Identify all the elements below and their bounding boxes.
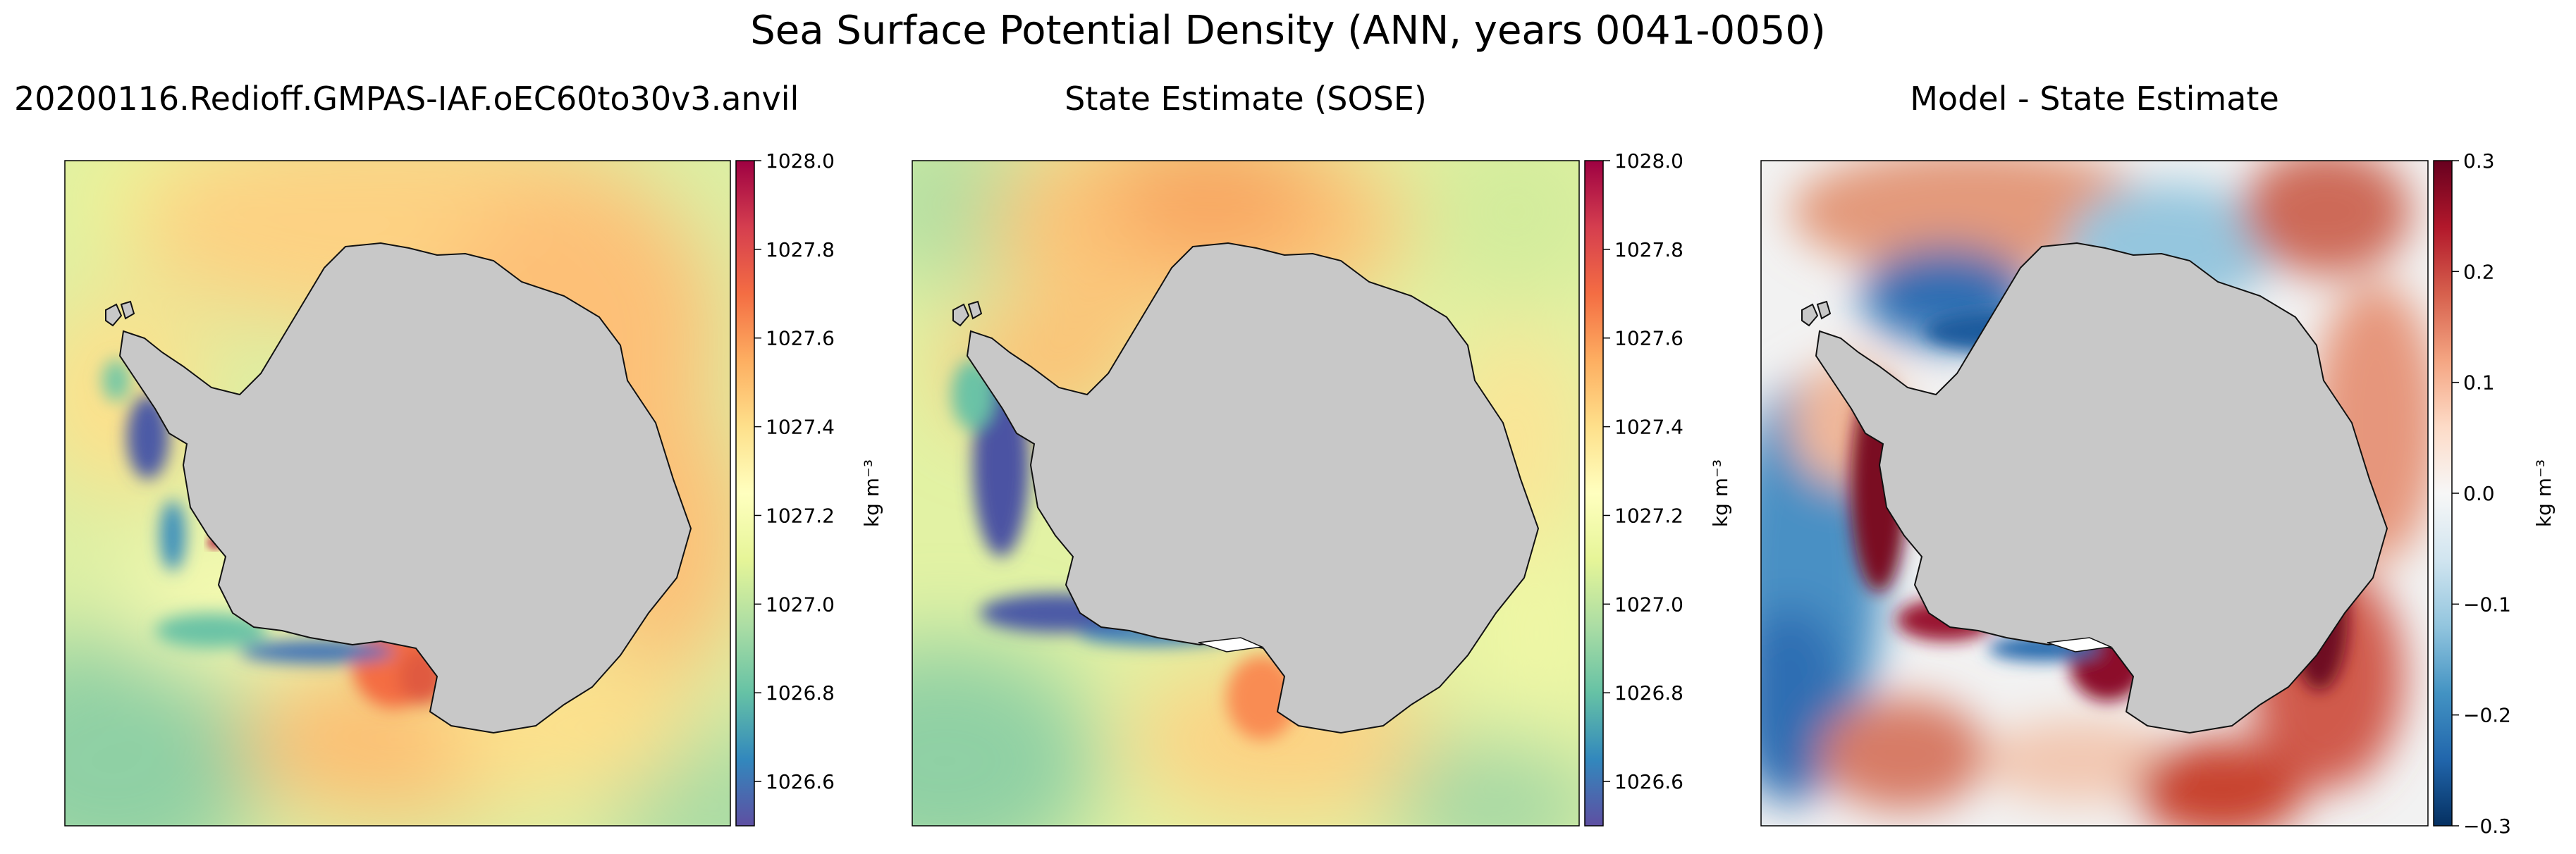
figure-title: Sea Surface Potential Density (ANN, year…: [750, 8, 1826, 54]
colorbar-tick-label: 1027.0: [1614, 593, 1683, 616]
colorbar-model: 1028.0 1027.8 1027.6 1027.4 1027.2 1027.0 1026…: [735, 149, 883, 827]
colorbar-tick-label: 1027.4: [1614, 416, 1683, 439]
panel-title-model: 20200116.Redioff.GMPAS-IAF.oEC60to30v3.a…: [14, 80, 799, 118]
colorbar-tick-label: 1027.2: [1614, 504, 1683, 527]
colorbar-tick-label: 0.2: [2463, 260, 2495, 283]
colorbar-tick-label: 1027.2: [766, 504, 835, 527]
colorbar-tick-label: 1027.6: [766, 327, 835, 350]
colorbar-tick-label: 1028.0: [766, 149, 835, 173]
colorbar-sose: 1028.0 1027.8 1027.6 1027.4 1027.2 1027.0 1026…: [1584, 149, 1732, 827]
ice-shelf-gap: [1198, 637, 1264, 652]
colorbar-tick-label: 1026.6: [1614, 770, 1683, 793]
ice-shelf-gap: [2047, 637, 2113, 652]
colorbar-tick-label: −0.1: [2463, 593, 2511, 616]
colorbar-tick-label: 1028.0: [1614, 149, 1683, 173]
panel-title-diff: Model - State Estimate: [1910, 80, 2279, 118]
colorbar-tick-label: 1027.8: [766, 238, 835, 261]
colorbar-tick-label: 0.3: [2463, 149, 2495, 173]
peninsula-islands: [952, 300, 983, 327]
map-difference: [1760, 160, 2429, 827]
map-sose: [912, 160, 1580, 827]
colorbar-tick-label: 0.1: [2463, 371, 2495, 395]
colorbar-tick-label: −0.3: [2463, 815, 2511, 838]
colorbar-tick-label: 1027.4: [766, 416, 835, 439]
colorbar-ramp: [2433, 160, 2453, 827]
colorbar-tick-label: 1027.6: [1614, 327, 1683, 350]
colorbar-difference: 0.3 0.2 0.1 0.0 −0.1 −0.2 −0.3 kg m⁻³: [2433, 149, 2556, 838]
colorbar-tick-label: 1026.8: [1614, 681, 1683, 705]
colorbar-tick-label: 0.0: [2463, 482, 2495, 505]
peninsula-islands: [1801, 300, 1832, 327]
peninsula-islands: [105, 300, 135, 327]
map-model: [64, 160, 731, 827]
colorbar-ramp: [1584, 160, 1604, 827]
colorbar-tick-label: 1027.0: [766, 593, 835, 616]
colorbar-tick-label: 1027.8: [1614, 238, 1683, 261]
colorbar-label: kg m⁻³: [1709, 459, 1732, 527]
colorbar-label: kg m⁻³: [2532, 459, 2556, 527]
colorbar-tick-label: 1026.8: [766, 681, 835, 705]
colorbar-tick-label: −0.2: [2463, 704, 2511, 727]
panel-title-sose: State Estimate (SOSE): [1065, 80, 1427, 118]
map-frame: [1760, 160, 2429, 827]
colorbar-ramp: [735, 160, 755, 827]
colorbar-label: kg m⁻³: [860, 459, 883, 527]
map-frame: [912, 160, 1580, 827]
antarctica-land: [118, 242, 692, 734]
map-frame: [64, 160, 731, 827]
colorbar-tick-label: 1026.6: [766, 770, 835, 793]
